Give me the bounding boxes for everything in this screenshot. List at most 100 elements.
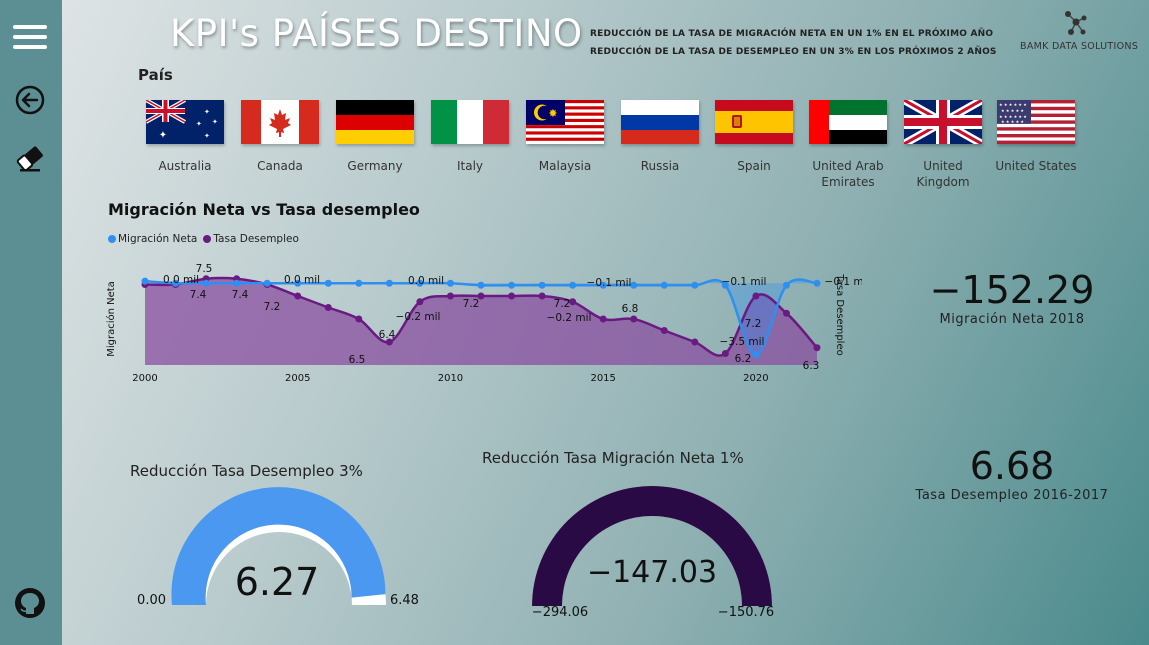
unemployment-point[interactable] bbox=[599, 315, 607, 323]
migration-point[interactable] bbox=[508, 281, 516, 289]
country-label: Spain bbox=[737, 159, 771, 173]
unemployment-point[interactable] bbox=[630, 315, 638, 323]
uae-flag-icon bbox=[809, 100, 887, 144]
svg-text:★ ★ ★ ★ ★ ★: ★ ★ ★ ★ ★ ★ bbox=[999, 114, 1027, 119]
back-arrow-icon[interactable] bbox=[10, 80, 50, 120]
migration-point[interactable] bbox=[599, 281, 607, 289]
unemployment-point[interactable] bbox=[324, 304, 332, 311]
migration-point[interactable] bbox=[385, 279, 393, 287]
unemployment-point[interactable] bbox=[508, 292, 516, 300]
unemployment-point[interactable] bbox=[385, 338, 393, 346]
flag-uk[interactable]: United Kingdom bbox=[895, 100, 991, 190]
data-label: 0.0 mil bbox=[163, 274, 199, 286]
country-label: Germany bbox=[347, 159, 403, 173]
us-flag-icon: ★ ★ ★ ★ ★ ★ ★ ★ ★ ★ ★ ★ ★ ★ ★ ★ ★ ★ ★ ★ ★ ★ bbox=[997, 100, 1075, 144]
legend-item-migration[interactable]: Migración Neta bbox=[108, 233, 197, 245]
gauge-migration[interactable]: −147.03 −294.06 −150.76 bbox=[502, 470, 802, 630]
unemployment-point[interactable] bbox=[752, 292, 760, 300]
x-tick-label: 2000 bbox=[132, 373, 157, 384]
migration-point[interactable] bbox=[355, 279, 363, 287]
gauge-unemployment[interactable]: 6.27 0.00 6.48 bbox=[122, 485, 462, 615]
migration-point[interactable] bbox=[630, 281, 638, 289]
flag-italy[interactable]: Italy bbox=[422, 100, 518, 174]
migration-point[interactable] bbox=[752, 351, 760, 359]
migration-point[interactable] bbox=[538, 281, 546, 289]
y-axis-right-title: Tasa Desempleo bbox=[834, 273, 845, 355]
flag-spain[interactable]: Spain bbox=[706, 100, 802, 174]
unemployment-point[interactable] bbox=[446, 292, 454, 300]
country-label: Russia bbox=[640, 159, 680, 173]
unemployment-point[interactable] bbox=[782, 309, 790, 317]
gauge-migration-title: Reducción Tasa Migración Neta 1% bbox=[482, 449, 744, 467]
migration-point[interactable] bbox=[202, 279, 210, 287]
unemployment-point[interactable] bbox=[813, 344, 821, 352]
migration-point[interactable] bbox=[416, 279, 424, 287]
svg-text:✦: ✦ bbox=[196, 120, 202, 128]
chart-title: Migración Neta vs Tasa desempleo bbox=[108, 200, 420, 219]
data-label: 7.2 bbox=[264, 301, 281, 313]
svg-text:★ ★ ★ ★ ★ ★: ★ ★ ★ ★ ★ ★ bbox=[999, 102, 1027, 107]
unemployment-point[interactable] bbox=[660, 327, 668, 334]
svg-text:✦: ✦ bbox=[204, 132, 210, 140]
flag-australia[interactable]: ✦ ✦ ✦ ✦ ✦ Australia bbox=[137, 100, 233, 174]
sidebar bbox=[0, 0, 62, 645]
migration-point[interactable] bbox=[294, 279, 302, 287]
unemployment-point[interactable] bbox=[416, 298, 424, 306]
data-label: 7.4 bbox=[190, 289, 207, 301]
github-icon[interactable] bbox=[10, 583, 50, 623]
gauge-fill bbox=[171, 487, 386, 605]
migration-unemployment-chart[interactable]: 2000 2005 2010 2015 2020 Migración Neta Tasa D… bbox=[102, 255, 862, 390]
migration-point[interactable] bbox=[660, 281, 668, 289]
data-label: 7.2 bbox=[463, 298, 480, 310]
svg-text:✦: ✦ bbox=[204, 108, 210, 116]
svg-text:★ ★ ★ ★ ★: ★ ★ ★ ★ ★ bbox=[1001, 119, 1024, 124]
goal-unemployment: REDUCCIÓN DE LA TASA DE DESEMPLEO EN UN … bbox=[590, 47, 997, 57]
menu-icon[interactable] bbox=[10, 17, 50, 57]
migration-point[interactable] bbox=[477, 281, 485, 289]
migration-point[interactable] bbox=[446, 279, 454, 287]
country-filter-header: País bbox=[138, 66, 173, 84]
eraser-icon[interactable] bbox=[10, 138, 50, 178]
flag-russia[interactable]: Russia bbox=[612, 100, 708, 174]
unemployment-point[interactable] bbox=[569, 298, 577, 306]
migration-point[interactable] bbox=[721, 281, 729, 289]
data-label: 7.4 bbox=[232, 289, 249, 301]
unemployment-point[interactable] bbox=[538, 292, 546, 300]
migration-point[interactable] bbox=[691, 281, 699, 289]
goal-migration: REDUCCIÓN DE LA TASA DE MIGRACIÓN NETA E… bbox=[590, 29, 994, 39]
x-tick-label: 2020 bbox=[743, 373, 768, 384]
x-tick-label: 2015 bbox=[590, 373, 615, 384]
migration-point[interactable] bbox=[141, 277, 149, 285]
flag-malaysia[interactable]: ✸ Malaysia bbox=[517, 100, 613, 174]
migration-point[interactable] bbox=[172, 279, 180, 287]
australia-flag-icon: ✦ ✦ ✦ ✦ ✦ bbox=[146, 100, 224, 144]
country-label: Italy bbox=[456, 159, 484, 173]
migration-point[interactable] bbox=[813, 279, 821, 287]
kpi-migration: −152.29 Migración Neta 2018 bbox=[862, 268, 1149, 327]
flag-uae[interactable]: United Arab Emirates bbox=[800, 100, 896, 190]
flag-germany[interactable]: Germany bbox=[327, 100, 423, 174]
page-title: KPI's PAÍSES DESTINO bbox=[170, 12, 583, 55]
kpi-unemployment-value: 6.68 bbox=[969, 444, 1055, 488]
unemployment-point[interactable] bbox=[294, 292, 302, 300]
country-label: United Arab Emirates bbox=[812, 159, 884, 189]
country-label: Malaysia bbox=[538, 159, 592, 173]
migration-point[interactable] bbox=[324, 279, 332, 287]
gauge-max-label: 6.48 bbox=[390, 593, 419, 608]
data-label: 6.4 bbox=[379, 329, 396, 341]
migration-point[interactable] bbox=[263, 279, 271, 287]
unemployment-point[interactable] bbox=[721, 350, 729, 357]
migration-point[interactable] bbox=[233, 279, 241, 287]
unemployment-point[interactable] bbox=[691, 338, 699, 346]
data-label: 0.0 mil bbox=[284, 274, 320, 286]
unemployment-point[interactable] bbox=[355, 315, 363, 323]
spain-flag-icon bbox=[715, 100, 793, 144]
migration-point[interactable] bbox=[782, 281, 790, 289]
kpi-unemployment: 6.68 Tasa Desempleo 2016-2017 bbox=[862, 444, 1149, 503]
migration-point[interactable] bbox=[569, 281, 577, 289]
legend-item-unemployment[interactable]: Tasa Desempleo bbox=[203, 233, 299, 245]
flag-canada[interactable]: Canada bbox=[232, 100, 328, 174]
kpi-migration-label: Migración Neta 2018 bbox=[939, 312, 1085, 327]
flag-us[interactable]: ★ ★ ★ ★ ★ ★ ★ ★ ★ ★ ★ ★ ★ ★ ★ ★ ★ ★ ★ ★ ★ ★… bbox=[988, 100, 1084, 174]
unemployment-point[interactable] bbox=[477, 292, 485, 300]
